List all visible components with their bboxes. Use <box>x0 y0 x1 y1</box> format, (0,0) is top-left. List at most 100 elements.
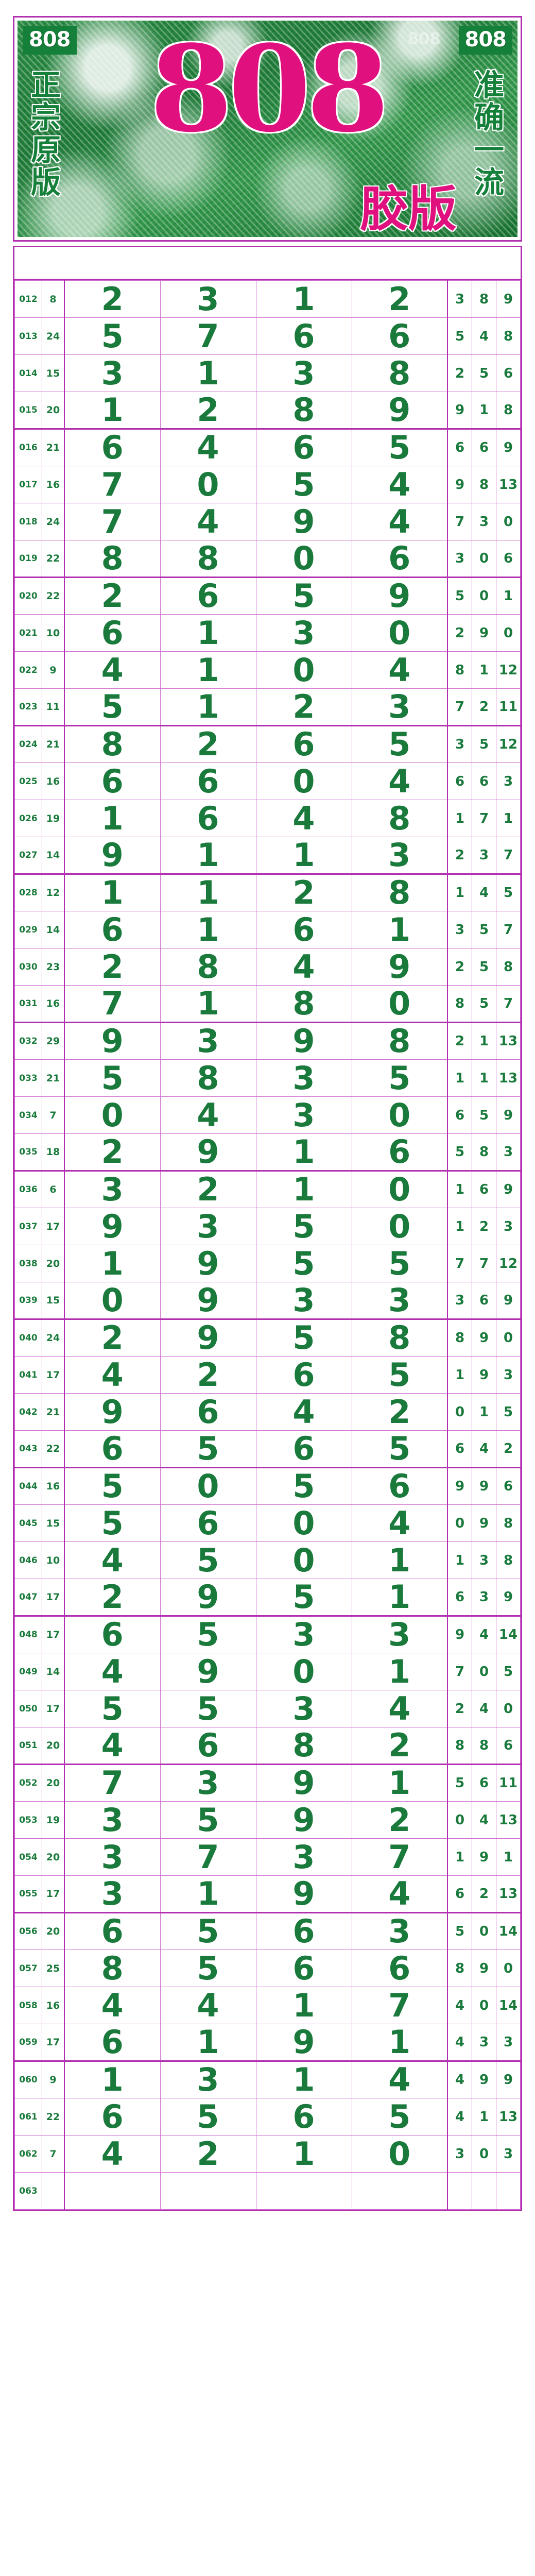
cell-extra-value-3: 9 <box>496 1282 521 1320</box>
cell-main-digit-4: 4 <box>351 1690 448 1727</box>
cell-extra-value-2: 0 <box>472 1987 496 2024</box>
slogan-char-right-3: 一 <box>474 132 504 168</box>
cell-main-digit-3: 6 <box>255 317 352 355</box>
cell-main-digit-4: 0 <box>351 614 448 652</box>
cell-main-digit-2: 5 <box>160 1616 256 1653</box>
cell-issue-id: 036 <box>14 1171 42 1208</box>
cell-main-digit-1: 9 <box>64 837 161 875</box>
cell-extra-value-3: 13 <box>496 466 521 503</box>
cell-issue-id: 028 <box>14 874 42 911</box>
cell-main-digit-1: 2 <box>64 1319 161 1357</box>
cell-main-digit-1: 6 <box>64 1616 161 1653</box>
cell-issue-id: 017 <box>14 466 42 503</box>
cell-main-digit-3: 9 <box>255 503 352 540</box>
cell-extra-value-1: 8 <box>447 985 472 1023</box>
table-row: 037 17 9 3 5 0 1 2 3 <box>14 1208 521 1245</box>
cell-issue-id: 063 <box>14 2172 42 2210</box>
cell-extra-value-1: 7 <box>447 1653 472 1690</box>
cell-sum: 21 <box>42 1059 65 1097</box>
cell-main-digit-4: 5 <box>351 1059 448 1097</box>
cell-main-digit-2: 5 <box>160 1912 256 1950</box>
cell-main-digit-4: 4 <box>351 466 448 503</box>
table-row: 051 20 4 6 8 2 8 8 6 <box>14 1727 521 1765</box>
cell-extra-value-1: 6 <box>447 1096 472 1134</box>
cell-extra-value-2: 6 <box>472 762 496 800</box>
cell-main-digit-3: 4 <box>255 948 352 986</box>
cell-extra-value-1: 9 <box>447 1616 472 1653</box>
cell-extra-value-2: 3 <box>472 1541 496 1579</box>
cell-main-digit-4: 2 <box>351 1727 448 1765</box>
cell-sum: 19 <box>42 1801 65 1839</box>
cell-extra-value-2: 4 <box>472 1801 496 1839</box>
cell-main-digit-4: 8 <box>351 1319 448 1357</box>
cell-issue-id: 015 <box>14 392 42 430</box>
cell-extra-value-1: 2 <box>447 948 472 986</box>
cell-main-digit-3: 1 <box>255 837 352 875</box>
cell-extra-value-3: 3 <box>496 2024 521 2062</box>
cell-extra-value-3: 13 <box>496 1059 521 1097</box>
cell-extra-value-1: 4 <box>447 2024 472 2062</box>
cell-main-digit-1: 2 <box>64 1579 161 1617</box>
cell-sum: 16 <box>42 1987 65 2024</box>
cell-sum: 7 <box>42 1096 65 1134</box>
cell-extra-value-1: 3 <box>447 540 472 578</box>
cell-main-digit-1: 8 <box>64 1950 161 1987</box>
cell-main-digit-3: 6 <box>255 1950 352 1987</box>
cell-extra-value-1: 2 <box>447 614 472 652</box>
cell-main-digit-2: 9 <box>160 1245 256 1282</box>
cell-main-digit-1: 1 <box>64 874 161 911</box>
cell-extra-value-2: 1 <box>472 651 496 689</box>
cell-main-digit-2: 9 <box>160 1579 256 1617</box>
cell-main-digit-3: 1 <box>255 2061 352 2098</box>
cell-extra-value-1: 1 <box>447 800 472 837</box>
cell-main-digit-2: 8 <box>160 948 256 986</box>
cell-main-digit-3: 9 <box>255 1022 352 1060</box>
cell-sum: 20 <box>42 392 65 430</box>
cell-main-digit-3: 1 <box>255 1987 352 2024</box>
cell-main-digit-4: 5 <box>351 2098 448 2136</box>
cell-main-digit-1: 5 <box>64 688 161 726</box>
cell-main-digit-1: 0 <box>64 1096 161 1134</box>
cell-extra-value-1: 1 <box>447 1838 472 1876</box>
cell-main-digit-3: 3 <box>255 354 352 392</box>
cell-extra-value-1: 8 <box>447 1950 472 1987</box>
table-row: 024 21 8 2 6 5 3 5 12 <box>14 725 521 763</box>
cell-main-digit-3: 4 <box>255 800 352 837</box>
cell-extra-value-1: 2 <box>447 1690 472 1727</box>
cell-extra-value-1: 6 <box>447 429 472 466</box>
results-table: 012 8 2 3 1 2 3 8 9 013 24 5 7 6 6 5 4 8 014 15 3 1 3 8 2 5 6 015 20… <box>14 280 521 2210</box>
cell-extra-value-3: 8 <box>496 1504 521 1542</box>
cell-extra-value-3: 3 <box>496 1208 521 1245</box>
cell-extra-value-1: 6 <box>447 1579 472 1617</box>
table-row: 060 9 1 3 1 4 4 9 9 <box>14 2061 521 2098</box>
cell-extra-value-1: 8 <box>447 1319 472 1357</box>
cell-main-digit-2: 5 <box>160 1801 256 1839</box>
cell-main-digit-4: 3 <box>351 688 448 726</box>
table-row: 017 16 7 0 5 4 9 8 13 <box>14 466 521 503</box>
cell-sum: 7 <box>42 2135 65 2173</box>
cell-sum: 17 <box>42 1208 65 1245</box>
cell-sum: 17 <box>42 1875 65 1913</box>
cell-extra-value-1: 7 <box>447 1245 472 1282</box>
table-row: 055 17 3 1 9 4 6 2 13 <box>14 1875 521 1913</box>
table-row: 050 17 5 5 3 4 2 4 0 <box>14 1690 521 1727</box>
cell-main-digit-3: 0 <box>255 1541 352 1579</box>
cell-extra-value-1: 2 <box>447 837 472 875</box>
table-header-strip <box>14 247 521 280</box>
cell-extra-value-3: 14 <box>496 1912 521 1950</box>
table-row: 057 25 8 5 6 6 8 9 0 <box>14 1950 521 1987</box>
cell-extra-value-2: 2 <box>472 1208 496 1245</box>
cell-sum: 16 <box>42 1467 65 1505</box>
cell-main-digit-4: 8 <box>351 354 448 392</box>
table-row: 042 21 9 6 4 2 0 1 5 <box>14 1393 521 1431</box>
cell-main-digit-1: 1 <box>64 2061 161 2098</box>
cell-main-digit-1: 7 <box>64 985 161 1023</box>
cell-sum: 16 <box>42 985 65 1023</box>
cell-extra-value-1: 1 <box>447 874 472 911</box>
cell-main-digit-3: 6 <box>255 1912 352 1950</box>
cell-main-digit-4: 9 <box>351 392 448 430</box>
table-row: 054 20 3 7 3 7 1 9 1 <box>14 1838 521 1876</box>
table-row: 014 15 3 1 3 8 2 5 6 <box>14 354 521 392</box>
cell-sum: 14 <box>42 837 65 875</box>
cell-main-digit-4: 5 <box>351 429 448 466</box>
